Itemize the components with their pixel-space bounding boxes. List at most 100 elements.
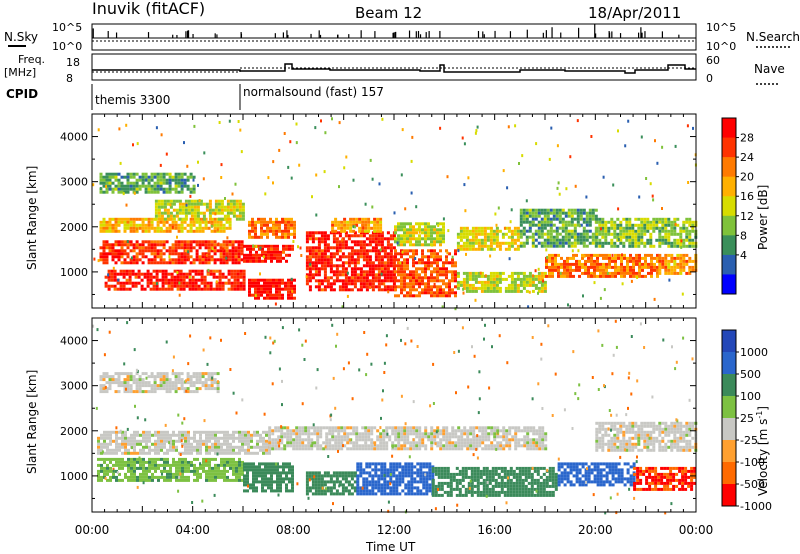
freq-tick-top: 18 (66, 56, 80, 69)
power-data-cell (350, 234, 354, 238)
power-data-cell (111, 181, 115, 185)
power-data-point (569, 155, 572, 159)
vel-data-cell (136, 451, 139, 455)
power-data-point (461, 136, 464, 140)
vel-data-cell (165, 384, 169, 388)
power-data-cell (183, 252, 187, 256)
vel-data-cell (184, 466, 187, 470)
power-data-cell (513, 283, 517, 287)
power-data-cell (560, 274, 563, 278)
power-data-cell (365, 276, 369, 280)
power-data-cell (332, 264, 336, 268)
power-data-cell (632, 268, 635, 272)
power-data-cell (649, 241, 653, 245)
vel-data-cell (267, 477, 270, 481)
power-data-cell (102, 178, 106, 182)
power-data-cell (537, 235, 541, 239)
vel-data-cell (115, 445, 118, 449)
power-data-cell (183, 261, 187, 265)
power-data-cell (282, 247, 285, 251)
power-data-cell (371, 246, 375, 250)
power-data-cell (543, 217, 547, 221)
power-data-cell (216, 220, 220, 224)
power-data-cell (430, 288, 433, 292)
power-data-cell (257, 296, 260, 300)
power-data-cell (601, 232, 605, 236)
power-data-cell (564, 229, 568, 233)
power-data-cell (594, 244, 598, 248)
power-data-cell (362, 264, 366, 268)
power-data-cell (129, 229, 133, 233)
power-data-cell (625, 223, 629, 227)
power-data-cell (111, 243, 115, 247)
power-data-cell (658, 271, 662, 275)
power-data-cell (575, 262, 578, 266)
vel-data-cell (157, 433, 160, 437)
power-data-cell (424, 222, 427, 226)
power-data-cell (628, 217, 632, 221)
power-data-cell (551, 253, 554, 257)
power-data-cell (427, 285, 430, 289)
vel-data-cell (135, 381, 139, 385)
power-data-cell (371, 240, 375, 244)
power-data-cell (132, 249, 136, 253)
vel-data-cell (208, 466, 211, 470)
power-data-cell (353, 270, 357, 274)
power-data-cell (368, 249, 372, 253)
power-data-cell (596, 253, 599, 257)
vel-data-cell (106, 469, 109, 473)
power-data-cell (370, 220, 374, 224)
vel-data-cell (157, 439, 160, 443)
power-data-cell (364, 223, 368, 227)
power-data-cell (613, 229, 617, 233)
vel-data-cell (112, 430, 115, 434)
vel-data-cell (145, 433, 148, 437)
power-data-cell (178, 199, 182, 203)
vel-data-cell (97, 478, 100, 482)
power-data-cell (558, 208, 562, 212)
power-data-cell (308, 279, 312, 283)
power-data-cell (123, 184, 127, 188)
power-data-cell (480, 283, 484, 287)
vel-data-cell (163, 433, 166, 437)
vel-data-cell (319, 447, 323, 451)
power-data-cell (667, 232, 671, 236)
vel-data-cell (163, 445, 166, 449)
vel-data-cell (181, 460, 184, 464)
power-data-cell (531, 217, 535, 221)
power-data-cell (317, 246, 321, 250)
power-data-point (565, 187, 568, 191)
vel-data-cell (235, 463, 238, 467)
vel-data-cell (166, 457, 169, 461)
power-data-cell (228, 249, 232, 253)
power-data-cell (576, 208, 580, 212)
colorbar-tick-label: 4 (740, 249, 747, 262)
power-data-cell (595, 241, 599, 245)
power-data-cell (231, 240, 235, 244)
power-data-cell (409, 285, 412, 289)
power-data-cell (235, 199, 239, 203)
power-data-cell (347, 255, 351, 259)
vel-data-cell (292, 447, 296, 451)
power-data-cell (236, 281, 240, 285)
power-data-cell (430, 249, 433, 253)
vel-data-cell (111, 378, 115, 382)
power-data-cell (219, 258, 223, 262)
power-data-cell (349, 229, 353, 233)
vel-data-cell (129, 387, 133, 391)
power-data-cell (561, 241, 565, 245)
power-data-cell (631, 229, 635, 233)
power-data-cell (403, 288, 406, 292)
power-data-cell (489, 232, 493, 236)
vel-data-cell (331, 438, 335, 442)
power-data-cell (465, 226, 469, 230)
power-data-cell (427, 225, 430, 229)
power-data-cell (374, 264, 378, 268)
power-data-cell (207, 249, 211, 253)
power-data-cell (311, 255, 315, 259)
power-data-cell (173, 269, 177, 273)
power-data-cell (451, 261, 454, 265)
power-data-cell (359, 234, 363, 238)
power-data-point (362, 226, 365, 230)
vel-data-cell (214, 478, 217, 482)
